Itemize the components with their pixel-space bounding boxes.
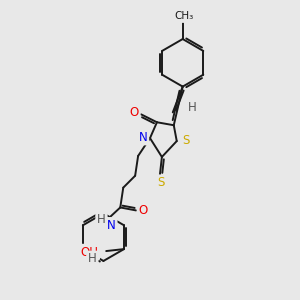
Text: N: N <box>107 219 116 232</box>
Text: S: S <box>157 176 165 189</box>
Text: H: H <box>188 101 197 114</box>
Text: OH: OH <box>80 245 98 259</box>
Text: O: O <box>138 204 148 217</box>
Text: H: H <box>88 253 97 266</box>
Text: S: S <box>182 134 189 147</box>
Text: H: H <box>185 102 194 115</box>
Text: CH₃: CH₃ <box>174 11 193 21</box>
Text: H: H <box>97 213 106 226</box>
Text: N: N <box>139 130 147 144</box>
Text: O: O <box>130 106 139 119</box>
